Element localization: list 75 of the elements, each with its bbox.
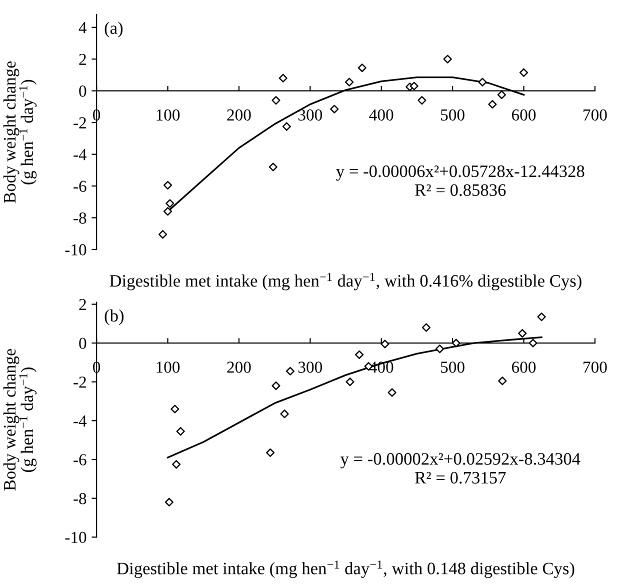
point xyxy=(176,427,185,436)
point xyxy=(478,78,487,86)
x-tick-label: 200 xyxy=(227,362,251,373)
point xyxy=(272,96,280,105)
annotation: (a) xyxy=(104,22,123,38)
x-axis-title: Digestible met intake (mg hen$^{−1}$ day$^{−1}$, with 0.416% digestible Cys) xyxy=(110,272,582,290)
y-axis-title: Body weight change (g hen$^{−1}$ day$^{−1}$) xyxy=(3,61,37,203)
point xyxy=(170,404,180,414)
y-tick-label: -2 xyxy=(74,117,86,128)
y-tick-label: 0 xyxy=(79,338,86,349)
point xyxy=(518,329,527,338)
point xyxy=(452,338,460,348)
y-tick-label: 0 xyxy=(79,86,86,97)
point xyxy=(488,100,497,109)
annotation: R² = 0.73157 xyxy=(415,472,506,484)
y-tick-label: -4 xyxy=(74,149,87,160)
x-tick-label: 300 xyxy=(298,362,322,373)
y-tick-label: 2 xyxy=(79,54,86,65)
point xyxy=(158,230,168,239)
y-tick-label: -8 xyxy=(74,492,86,504)
point xyxy=(330,104,339,114)
x-tick-label: 500 xyxy=(441,362,464,373)
point xyxy=(266,448,275,457)
x-axis-title: Digestible met intake (mg hen$^{−1}$ day$^{−1}$, with 0.148 digestible Cys) xyxy=(117,560,574,578)
x-tick-label: 600 xyxy=(512,362,536,373)
y-tick-label: -10 xyxy=(65,532,86,544)
point xyxy=(422,323,431,332)
point xyxy=(280,410,289,418)
point xyxy=(354,350,364,359)
point xyxy=(268,162,278,172)
point xyxy=(435,344,444,354)
annotation: y = -0.00002x²+0.02592x-8.34304 xyxy=(340,453,580,468)
point xyxy=(380,340,390,348)
x-tick-label: 400 xyxy=(369,109,394,121)
point xyxy=(282,122,291,131)
point xyxy=(163,207,172,216)
point xyxy=(498,376,507,386)
point xyxy=(358,64,366,72)
point xyxy=(528,338,538,348)
point xyxy=(345,78,354,86)
y-tick-label: 4 xyxy=(78,22,87,34)
y-tick-label: -2 xyxy=(74,376,86,388)
y-axis-title: Body weight change (g hen$^{−1}$ day$^{−1}$) xyxy=(3,348,37,491)
point xyxy=(272,381,280,390)
y-tick-label: -4 xyxy=(74,415,87,426)
point xyxy=(172,460,181,469)
x-tick-label: 100 xyxy=(156,109,180,121)
point xyxy=(443,54,452,64)
point xyxy=(286,366,295,376)
x-tick-label: 300 xyxy=(298,109,322,121)
point xyxy=(388,388,396,397)
point xyxy=(497,90,506,100)
x-tick-label: 700 xyxy=(584,109,607,121)
point xyxy=(278,74,288,82)
point xyxy=(166,199,174,208)
point xyxy=(410,82,418,90)
annotation: R² = 0.85836 xyxy=(415,184,506,196)
y-tick-label: -8 xyxy=(74,212,86,224)
point xyxy=(163,180,172,190)
x-tick-label: 500 xyxy=(441,109,464,121)
y-tick-label: -6 xyxy=(74,454,86,466)
point xyxy=(418,96,426,105)
x-tick-label: 600 xyxy=(512,109,536,121)
y-tick-label: -10 xyxy=(65,244,86,256)
point xyxy=(164,498,174,506)
y-tick-label: 2 xyxy=(79,298,86,310)
x-tick-label: 700 xyxy=(584,362,607,373)
y-tick-label: -6 xyxy=(74,180,86,192)
point xyxy=(537,312,546,322)
annotation: (b) xyxy=(104,309,124,326)
x-tick-label: 100 xyxy=(156,362,180,373)
x-tick-label: 200 xyxy=(227,109,251,121)
point xyxy=(346,378,354,386)
point xyxy=(519,68,528,77)
annotation: y = -0.00006x²+0.05728x-12.44328 xyxy=(336,165,584,181)
